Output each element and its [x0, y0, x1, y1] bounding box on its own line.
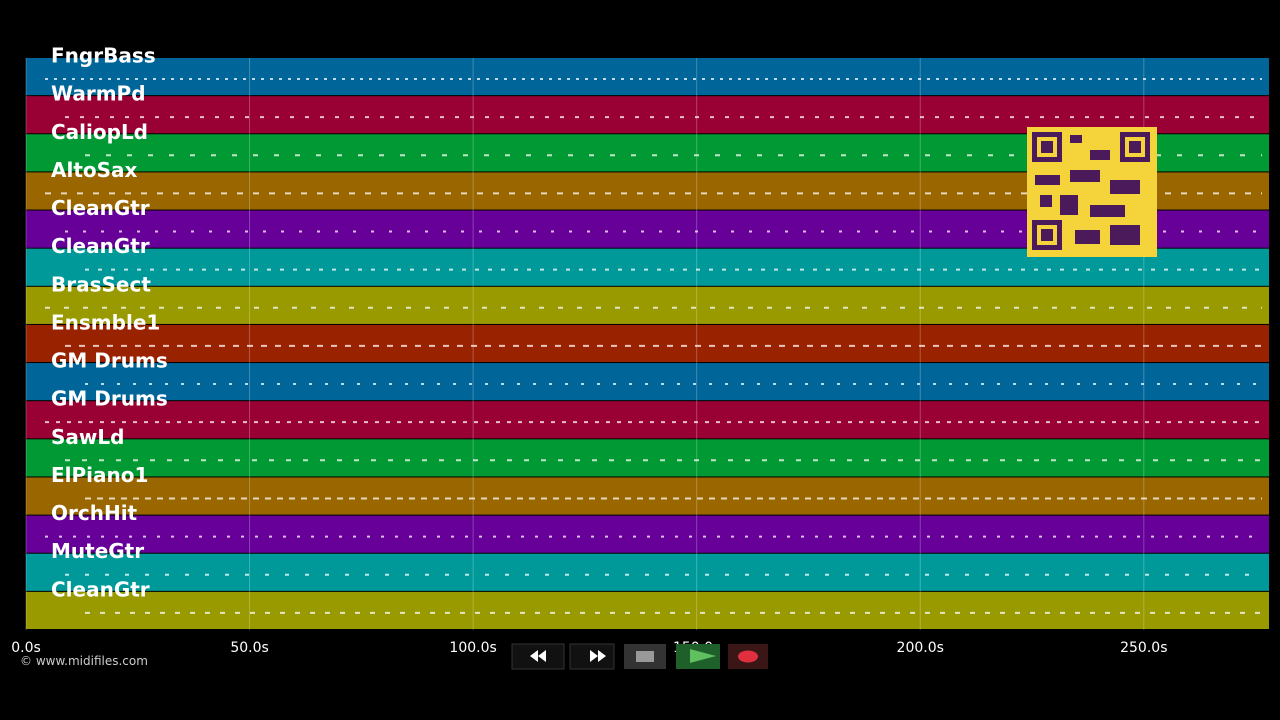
labels: FngrBass WarmPd CaliopLd AltoSax CleanGtr Cle… — [51, 44, 168, 602]
lane — [26, 515, 1269, 553]
x-tick-label: 50.0s — [230, 640, 268, 656]
lane — [26, 324, 1269, 363]
copyright: © www.midifiles.com — [20, 654, 148, 668]
x-tick-label: 200.0s — [897, 640, 944, 656]
track-name: BrasSect — [51, 272, 151, 296]
track-name: WarmPd — [51, 82, 146, 106]
rewind-button[interactable] — [511, 643, 565, 670]
lane — [26, 439, 1269, 477]
track-name: GM Drums — [51, 387, 168, 411]
stop-button[interactable] — [624, 644, 666, 669]
forward-button[interactable] — [569, 643, 615, 670]
lane — [26, 58, 1269, 96]
track-name: ElPiano1 — [51, 463, 148, 487]
lane — [26, 477, 1269, 515]
track-name: CleanGtr — [51, 234, 150, 258]
lane — [26, 286, 1269, 324]
track-name: AltoSax — [51, 158, 138, 182]
qr-code — [1027, 127, 1157, 257]
track-name: MuteGtr — [51, 539, 144, 563]
x-tick-label: 0.0s — [11, 640, 41, 656]
lane — [26, 591, 1269, 629]
record-button[interactable] — [728, 644, 768, 669]
lane — [26, 401, 1269, 439]
track-name: OrchHit — [51, 501, 138, 525]
track-name: GM Drums — [51, 349, 168, 373]
track-name: SawLd — [51, 425, 124, 449]
x-tick-label: 100.0s — [449, 640, 496, 656]
x-tick-label: 250.0s — [1120, 640, 1167, 656]
lane — [26, 553, 1269, 591]
transport-controls — [511, 643, 768, 670]
track-name: FngrBass — [51, 44, 156, 68]
track-name: CaliopLd — [51, 120, 148, 144]
track-name: Ensmble1 — [51, 310, 160, 334]
lane — [26, 363, 1269, 401]
play-button[interactable] — [676, 644, 720, 669]
track-name: CleanGtr — [51, 577, 150, 601]
track-name: CleanGtr — [51, 196, 150, 220]
